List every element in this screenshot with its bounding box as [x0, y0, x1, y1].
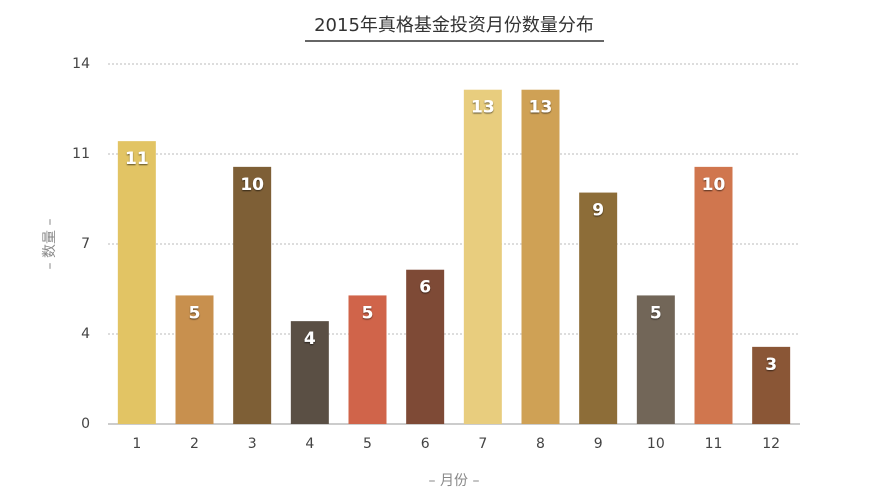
x-tick-label: 1 — [132, 436, 141, 452]
data-label: 5 — [362, 303, 374, 323]
x-axis-label: – 月份 – — [429, 473, 480, 489]
y-tick-label: 11 — [72, 146, 90, 162]
x-tick-label: 9 — [594, 436, 603, 452]
x-tick-label: 8 — [536, 436, 545, 452]
bar — [579, 192, 618, 424]
x-tick-label: 5 — [363, 436, 372, 452]
bar — [348, 295, 387, 424]
bar — [636, 295, 675, 424]
data-label: 5 — [189, 303, 201, 323]
data-label: 9 — [592, 201, 604, 221]
data-label: 6 — [419, 278, 431, 298]
data-label: 13 — [471, 98, 495, 118]
data-label: 5 — [650, 303, 662, 323]
x-tick-label: 7 — [478, 436, 487, 452]
data-label: 4 — [304, 329, 316, 349]
bar — [521, 89, 560, 424]
bar — [694, 166, 733, 424]
x-tick-label: 12 — [762, 436, 780, 452]
x-tick-label: 6 — [421, 436, 430, 452]
y-tick-label: 4 — [81, 326, 90, 342]
y-tick-label: 0 — [81, 416, 90, 432]
bar — [463, 89, 502, 424]
x-tick-label: 2 — [190, 436, 199, 452]
bar — [117, 141, 156, 424]
bar — [233, 166, 272, 424]
data-label: 13 — [529, 98, 553, 118]
x-tick-label: 11 — [705, 436, 723, 452]
y-axis-label: – 数量 – — [42, 219, 58, 270]
data-label: 11 — [125, 149, 149, 169]
x-tick-label: 10 — [647, 436, 665, 452]
y-tick-label: 14 — [72, 56, 90, 72]
data-label: 10 — [702, 175, 726, 195]
data-label: 3 — [765, 355, 777, 375]
y-tick-label: 7 — [81, 236, 90, 252]
bar — [175, 295, 214, 424]
bar — [290, 321, 329, 424]
bar — [406, 269, 445, 424]
x-tick-label: 4 — [305, 436, 314, 452]
bar — [752, 346, 791, 424]
data-label: 10 — [240, 175, 264, 195]
chart-title: 2015年真格基金投资月份数量分布 — [314, 15, 594, 36]
x-tick-label: 3 — [248, 436, 257, 452]
